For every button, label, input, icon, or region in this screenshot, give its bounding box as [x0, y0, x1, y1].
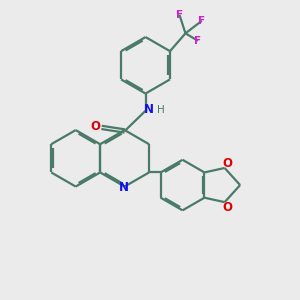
Text: F: F — [194, 36, 202, 46]
Text: F: F — [176, 10, 183, 20]
Text: F: F — [198, 16, 206, 26]
Text: O: O — [223, 157, 232, 170]
Text: O: O — [223, 201, 232, 214]
Text: N: N — [119, 181, 129, 194]
Text: H: H — [157, 105, 165, 115]
Text: O: O — [91, 120, 100, 133]
Text: N: N — [144, 103, 154, 116]
